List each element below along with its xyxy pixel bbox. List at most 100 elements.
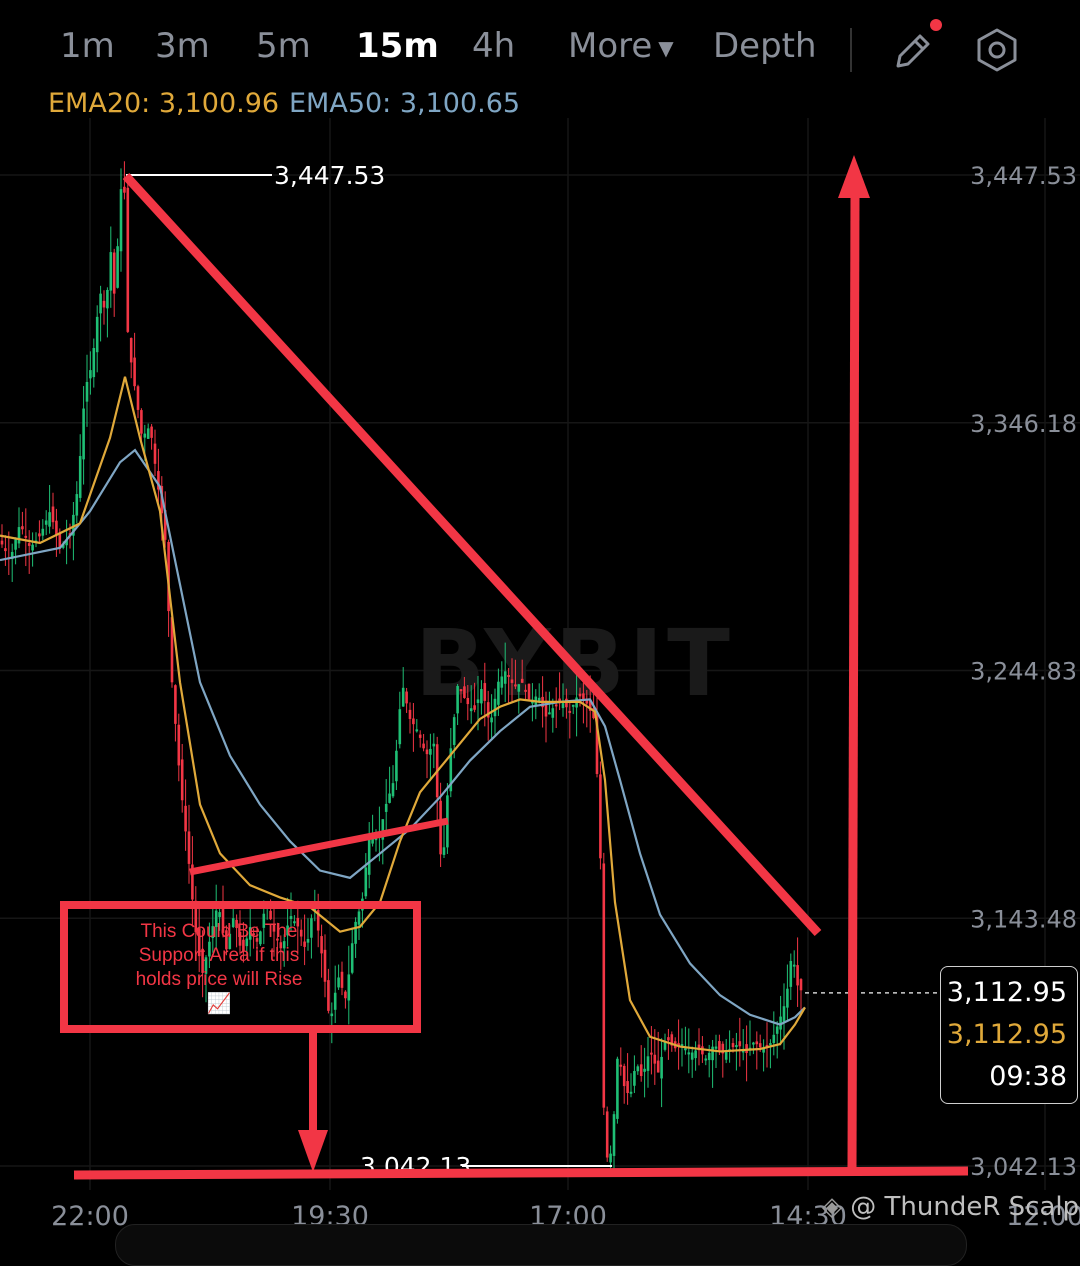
candle-body xyxy=(561,703,565,709)
candle-body xyxy=(418,734,422,738)
candle-body xyxy=(677,1043,680,1047)
candle-body xyxy=(650,1052,653,1055)
candle-body xyxy=(61,543,65,548)
candle-body xyxy=(537,697,541,703)
candle-body xyxy=(758,1043,762,1048)
candle-body xyxy=(786,988,789,1008)
candle-countdown: 09:38 xyxy=(989,1061,1067,1092)
candle-body xyxy=(374,838,378,841)
candle-body xyxy=(697,1044,701,1051)
candle-body xyxy=(367,836,371,875)
candle-body xyxy=(65,539,68,546)
tab-3m[interactable]: 3m xyxy=(155,26,210,66)
candle-body xyxy=(187,831,191,864)
candle-body xyxy=(667,1037,670,1041)
candle-body xyxy=(684,1048,687,1051)
candle-body xyxy=(769,1043,772,1046)
bottom-sheet-handle[interactable] xyxy=(115,1224,967,1266)
candle-body xyxy=(276,938,279,941)
candle-body xyxy=(320,936,323,954)
candle-body xyxy=(38,533,41,537)
candle-body xyxy=(296,917,300,927)
candle-body xyxy=(255,938,259,942)
candle-body xyxy=(262,913,266,928)
candle-body xyxy=(626,1081,629,1093)
ema50-line xyxy=(0,448,806,1026)
candle-body xyxy=(204,957,208,974)
candle-body xyxy=(398,709,402,745)
candle-body xyxy=(663,1041,667,1050)
candle-body xyxy=(582,693,585,700)
candle-body xyxy=(289,916,293,919)
candle-body xyxy=(503,671,507,684)
candle-body xyxy=(765,1044,769,1047)
candle-body xyxy=(401,687,405,707)
candle-body xyxy=(17,527,21,544)
ema20-label: EMA20: 3,100.96 xyxy=(48,88,280,119)
y-tick-label: 3,244.83 xyxy=(970,658,1077,686)
candle-body xyxy=(364,867,368,897)
y-tick-label: 3,042.13 xyxy=(970,1153,1077,1181)
candle-body xyxy=(755,1041,759,1045)
candle-body xyxy=(347,974,351,1001)
candle-body xyxy=(619,1064,623,1067)
candle-body xyxy=(680,1044,684,1047)
settings-icon[interactable] xyxy=(973,26,1021,74)
y-tick-label: 3,346.18 xyxy=(970,410,1077,438)
tab-1m[interactable]: 1m xyxy=(60,26,115,66)
support-annotation-box xyxy=(60,901,421,1033)
candle-body xyxy=(636,1066,640,1072)
support-trendline xyxy=(189,817,449,876)
candle-body xyxy=(238,931,242,946)
candle-body xyxy=(303,941,306,947)
tab-5m[interactable]: 5m xyxy=(256,26,311,66)
candle-body xyxy=(72,514,75,536)
candle-body xyxy=(775,1026,779,1034)
candle-body xyxy=(568,710,572,713)
candle-body xyxy=(735,1045,738,1048)
author-credit: @ ThundeR ScalpeR xyxy=(850,1192,1080,1222)
candle-body xyxy=(357,911,361,925)
candle-body xyxy=(116,246,119,288)
candle-body xyxy=(286,925,289,936)
candle-body xyxy=(524,689,527,692)
bottom-support-line xyxy=(73,1166,969,1180)
candle-body xyxy=(473,705,476,710)
more-dropdown[interactable]: More ▼ xyxy=(568,26,674,66)
candle-body xyxy=(391,783,395,797)
candle-body xyxy=(639,1064,643,1077)
candle-body xyxy=(316,910,320,931)
candle-body xyxy=(622,1065,626,1087)
high-marker-label: 3,447.53 xyxy=(274,161,385,190)
candle-body xyxy=(490,717,493,723)
candle-body xyxy=(112,252,116,294)
up-arrow-shaft xyxy=(847,195,860,1169)
toolbar-divider xyxy=(850,28,852,72)
support-annotation-text: This Could Be The Support Area if this h… xyxy=(64,920,374,1016)
candle-body xyxy=(612,1114,616,1156)
tab-4h[interactable]: 4h xyxy=(472,26,516,66)
candle-body xyxy=(520,678,524,683)
annotation-line-1: This Could Be The xyxy=(140,921,298,942)
candle-body xyxy=(313,907,317,912)
candle-body xyxy=(163,510,167,540)
candle-body xyxy=(99,293,102,314)
candle-body xyxy=(282,941,286,949)
tab-depth[interactable]: Depth xyxy=(713,26,817,66)
candle-body xyxy=(599,774,602,859)
pencil-icon[interactable] xyxy=(890,26,938,74)
candle-body xyxy=(585,698,589,704)
candle-body xyxy=(214,910,218,927)
candle-body xyxy=(279,942,283,949)
tab-15m[interactable]: 15m xyxy=(356,26,439,66)
candle-body xyxy=(177,724,181,766)
candle-body xyxy=(605,1111,609,1158)
candle-body xyxy=(340,971,344,988)
candle-body xyxy=(670,1034,674,1046)
candle-body xyxy=(58,532,62,548)
candle-body xyxy=(517,684,521,692)
candle-body xyxy=(248,927,252,940)
candle-body xyxy=(242,939,245,951)
price-chart[interactable]: BYBIT 3,447.533,042.13 3,447.533,346.183… xyxy=(0,0,1080,1233)
candle-body xyxy=(388,793,391,803)
